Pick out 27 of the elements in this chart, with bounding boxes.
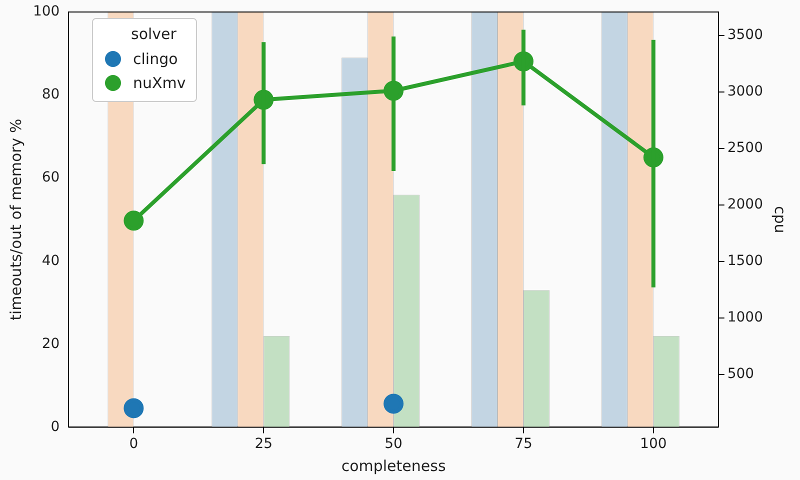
x-tick-label: 100 (640, 436, 667, 452)
y2-tick-label: 3000 (727, 84, 764, 100)
y2-axis-title: cpu (771, 206, 790, 234)
legend-label: nuXmv (133, 74, 186, 92)
point (384, 394, 404, 414)
y2-tick-label: 3500 (727, 27, 764, 44)
y2-tick-label: 500 (727, 366, 754, 382)
y-tick-label: 0 (50, 418, 60, 435)
y2-tick-label: 2500 (727, 140, 764, 156)
x-tick-label: 0 (129, 436, 138, 452)
point (124, 210, 144, 231)
y2-tick-label: 2000 (727, 196, 764, 212)
point (124, 398, 144, 418)
y-axis-title: timeouts/out of memory % (6, 118, 25, 320)
y-tick-label: 20 (42, 336, 60, 352)
legend-title: solver (131, 25, 178, 43)
y-tick-label: 60 (42, 170, 60, 186)
legend-label: clingo (133, 50, 178, 68)
y-tick-label: 40 (42, 252, 60, 269)
y-tick-label: 100 (32, 4, 60, 20)
x-tick-label: 75 (514, 436, 532, 452)
x-tick-label: 25 (254, 436, 273, 452)
x-tick-label: 50 (384, 436, 402, 452)
y2-tick-label: 1000 (727, 309, 764, 326)
y-tick-label: 80 (42, 86, 60, 103)
y2-tick-label: 1500 (727, 252, 764, 269)
x-axis-title: completeness (341, 456, 446, 475)
